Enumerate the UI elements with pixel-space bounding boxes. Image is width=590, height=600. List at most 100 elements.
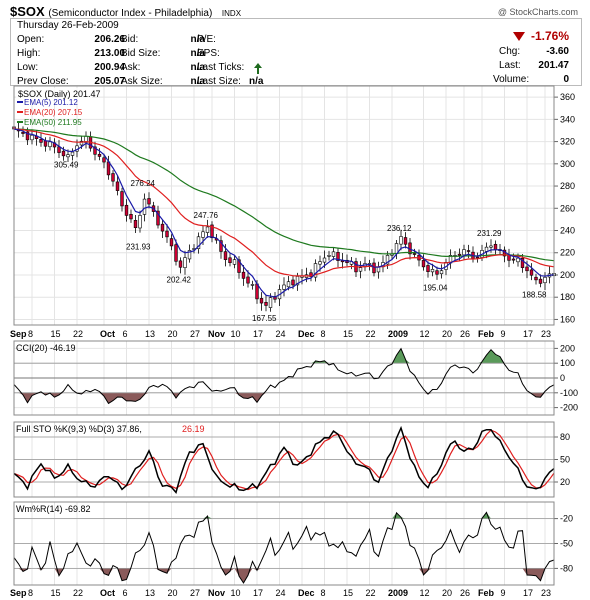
x-tick-label: Nov xyxy=(208,329,225,339)
bid-size-label: Bid Size: xyxy=(121,48,161,59)
candle-body xyxy=(421,260,426,268)
candle-body xyxy=(156,210,160,226)
sto-k-line xyxy=(13,425,555,494)
x-tick-label: 2009 xyxy=(388,329,408,339)
candle-body xyxy=(259,298,264,304)
high-value: 213.00 xyxy=(94,48,125,59)
candle-body xyxy=(475,256,480,259)
bid-size-value: n/a xyxy=(190,48,205,59)
cci-ytick-label: 200 xyxy=(560,343,575,353)
price-ytick-label: 200 xyxy=(560,270,575,280)
candle-body xyxy=(210,224,214,239)
candle-body xyxy=(462,249,466,256)
candle-body xyxy=(264,301,268,306)
x-tick-label-bottom: 26 xyxy=(460,588,470,598)
candle-body xyxy=(282,284,286,290)
cci-ytick-label: 0 xyxy=(560,373,565,383)
chart-title: $SOX (Semiconductor Index - Philadelphia… xyxy=(10,4,241,19)
bid-label: Bid: xyxy=(121,34,139,45)
x-tick-label-bottom: 15 xyxy=(51,588,61,598)
prev-close-label: Prev Close: xyxy=(17,76,69,87)
ema20-line xyxy=(13,128,555,277)
x-tick-label-bottom: Oct xyxy=(100,588,115,598)
candle-body xyxy=(219,240,223,252)
candle-body xyxy=(237,259,241,273)
sto-title: Full STO %K(9,3) %D(3) 37.86, xyxy=(16,424,142,434)
x-tick-label: 8 xyxy=(321,329,326,339)
candle-body xyxy=(403,237,408,245)
legend-bg xyxy=(16,88,92,100)
x-tick-label: 24 xyxy=(276,329,286,339)
candle-body xyxy=(246,276,250,284)
x-tick-label: 17 xyxy=(253,329,263,339)
volume-value: 0 xyxy=(563,74,569,85)
high-label: High: xyxy=(17,48,41,59)
quote-date: Thursday 26-Feb-2009 xyxy=(17,20,119,31)
sto-frame xyxy=(13,421,555,498)
quote-panel: Thursday 26-Feb-2009 Open: 206.26 High: … xyxy=(10,18,582,87)
candle-body xyxy=(169,238,174,247)
candle-body xyxy=(412,253,417,255)
x-tick-label: 27 xyxy=(190,329,200,339)
candle-body xyxy=(39,139,43,143)
x-tick-label-bottom: 10 xyxy=(231,588,241,598)
x-tick-label: 22 xyxy=(366,329,376,339)
wr-title: Wm%R(14) -69.82 xyxy=(16,504,91,514)
bid-value: n/a xyxy=(190,34,205,45)
x-tick-label: 12 xyxy=(420,329,430,339)
open-label: Open: xyxy=(17,34,45,45)
x-tick-label-bottom: 27 xyxy=(190,588,200,598)
price-ytick-label: 220 xyxy=(560,248,575,258)
up-arrow-icon xyxy=(254,63,262,74)
price-title: $SOX (Daily) 201.47 xyxy=(18,89,101,99)
x-tick-label-bottom: 9 xyxy=(501,588,506,598)
x-tick-label-bottom: 13 xyxy=(145,588,155,598)
x-tick-label-bottom: Sep xyxy=(10,588,27,598)
candle-body xyxy=(93,146,97,155)
last-size-label: Last Size: xyxy=(197,76,241,87)
candle-body xyxy=(250,284,255,286)
candle-body xyxy=(543,276,547,284)
candle-body xyxy=(372,262,376,274)
candle-body xyxy=(385,255,390,265)
candle-body xyxy=(286,281,291,288)
x-tick-label-bottom: 15 xyxy=(343,588,353,598)
candle-body xyxy=(70,151,75,156)
price-annotation: 231.93 xyxy=(126,242,151,251)
x-tick-label: 8 xyxy=(28,329,33,339)
price-annotation: 195.04 xyxy=(423,283,448,292)
candle-body xyxy=(426,265,430,272)
x-tick-label: 22 xyxy=(73,329,83,339)
candle-body xyxy=(520,257,525,268)
candle-body xyxy=(318,261,322,265)
x-tick-label: 20 xyxy=(442,329,452,339)
wr-ytick-label: -20 xyxy=(560,514,573,524)
candle-body xyxy=(525,266,529,272)
x-tick-label: 6 xyxy=(123,329,128,339)
x-tick-label: 9 xyxy=(501,329,506,339)
copyright: @ StockCharts.com xyxy=(497,7,578,17)
cci-fill-pos xyxy=(14,348,554,364)
candle-body xyxy=(399,236,403,245)
candle-body xyxy=(466,250,471,252)
last-label: Last: xyxy=(499,60,521,71)
prev-close-value: 205.07 xyxy=(94,76,125,87)
candle-body xyxy=(205,226,210,233)
candle-body xyxy=(268,297,273,308)
x-tick-label-bottom: 17 xyxy=(253,588,263,598)
candle-body xyxy=(291,279,295,286)
cci-ytick-label: 100 xyxy=(560,358,575,368)
chg-value: -3.60 xyxy=(546,46,569,57)
candle-body xyxy=(115,181,120,191)
candle-body xyxy=(102,157,106,163)
x-tick-label-bottom: 22 xyxy=(366,588,376,598)
price-ytick-label: 300 xyxy=(560,159,575,169)
candle-body xyxy=(529,269,534,276)
candle-body xyxy=(48,141,52,148)
x-tick-label-bottom: 20 xyxy=(168,588,178,598)
wr-ytick-label: -50 xyxy=(560,539,573,549)
candle-body xyxy=(178,260,183,268)
x-tick-label: Feb xyxy=(478,329,495,339)
price-annotation: 236.12 xyxy=(387,224,412,233)
